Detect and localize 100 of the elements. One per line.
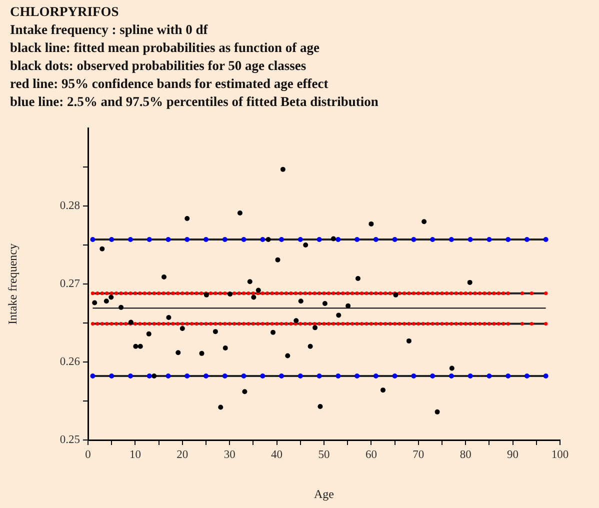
point <box>380 388 386 393</box>
point <box>524 374 530 379</box>
point <box>204 237 208 242</box>
point <box>506 374 511 379</box>
point <box>318 404 323 409</box>
point <box>308 344 313 349</box>
point <box>166 315 172 320</box>
point <box>242 389 248 394</box>
point <box>524 237 530 242</box>
point <box>128 374 133 379</box>
point <box>184 374 190 379</box>
point <box>354 237 360 242</box>
point <box>180 326 185 331</box>
y-tick-label: 0.28 <box>60 200 80 212</box>
point <box>506 237 511 242</box>
point <box>222 374 228 379</box>
point <box>247 279 252 284</box>
point <box>100 246 105 252</box>
x-tick-label: 10 <box>129 448 142 461</box>
x-tick-label: 20 <box>176 448 188 461</box>
point <box>270 330 276 335</box>
point <box>316 237 322 242</box>
point <box>316 374 322 379</box>
point <box>322 301 328 306</box>
y-axis-title: Intake frequency <box>5 244 20 324</box>
point <box>108 294 114 300</box>
point <box>373 237 378 242</box>
point <box>411 374 416 379</box>
point <box>212 329 218 334</box>
text: black dots: observed probabilities for 50 age classes <box>10 57 308 75</box>
point <box>430 237 436 242</box>
point <box>241 374 246 379</box>
point <box>266 237 271 242</box>
point <box>146 331 152 336</box>
point <box>467 280 472 285</box>
point <box>138 344 143 349</box>
point <box>336 237 341 242</box>
point <box>166 374 171 379</box>
point <box>260 374 266 379</box>
y-tick-label: 0.27 <box>60 278 80 290</box>
chart-subtitle: Intake frequency : spline with 0 df <box>10 21 209 39</box>
point <box>218 404 224 410</box>
point <box>430 374 436 379</box>
point <box>303 242 308 248</box>
point <box>298 374 303 379</box>
point <box>92 300 98 306</box>
point <box>222 237 228 242</box>
point <box>392 374 398 379</box>
point <box>184 216 190 221</box>
point <box>434 409 440 414</box>
point <box>90 237 96 242</box>
point <box>128 237 133 242</box>
text: black line: fitted mean probabilities as function of age <box>10 39 321 57</box>
x-tick-label: 100 <box>551 448 569 461</box>
point <box>118 304 124 310</box>
point <box>146 237 152 242</box>
point <box>184 237 190 242</box>
point <box>146 374 152 379</box>
point <box>543 374 548 379</box>
point <box>279 374 284 379</box>
x-axis-title: Age <box>314 486 334 501</box>
x-tick-label: 90 <box>507 448 519 461</box>
point <box>373 374 378 379</box>
point <box>280 166 286 172</box>
point <box>285 353 290 358</box>
point <box>133 344 138 349</box>
x-tick-label: 60 <box>365 448 378 461</box>
x-tick-label: 80 <box>460 448 472 461</box>
point <box>275 257 280 262</box>
point <box>298 237 303 242</box>
point <box>251 294 256 300</box>
text: blue line: 2.5% and 97.5% percentiles of fitted Beta distribution <box>10 93 378 111</box>
y-tick-label: 0.25 <box>60 434 80 446</box>
point <box>486 237 492 242</box>
point <box>241 237 246 242</box>
point <box>411 237 416 242</box>
point <box>176 350 181 356</box>
x-tick-label: 50 <box>318 448 330 461</box>
point <box>298 298 304 304</box>
point <box>90 374 96 379</box>
point <box>486 374 492 379</box>
point <box>312 325 318 330</box>
point <box>355 276 360 282</box>
point <box>448 374 454 379</box>
point <box>406 338 412 344</box>
point <box>330 236 336 242</box>
point <box>222 345 228 350</box>
y-tick-label: 0.26 <box>60 356 80 368</box>
point <box>336 374 341 379</box>
point <box>199 350 204 356</box>
x-tick-label: 70 <box>412 448 424 461</box>
point <box>104 298 109 304</box>
point <box>294 318 299 324</box>
point <box>166 237 171 242</box>
chart-title: CHLORPYRIFOS <box>10 3 120 21</box>
point <box>468 374 473 379</box>
point <box>368 221 374 226</box>
point <box>279 237 284 242</box>
point <box>422 219 427 224</box>
point <box>161 274 166 280</box>
